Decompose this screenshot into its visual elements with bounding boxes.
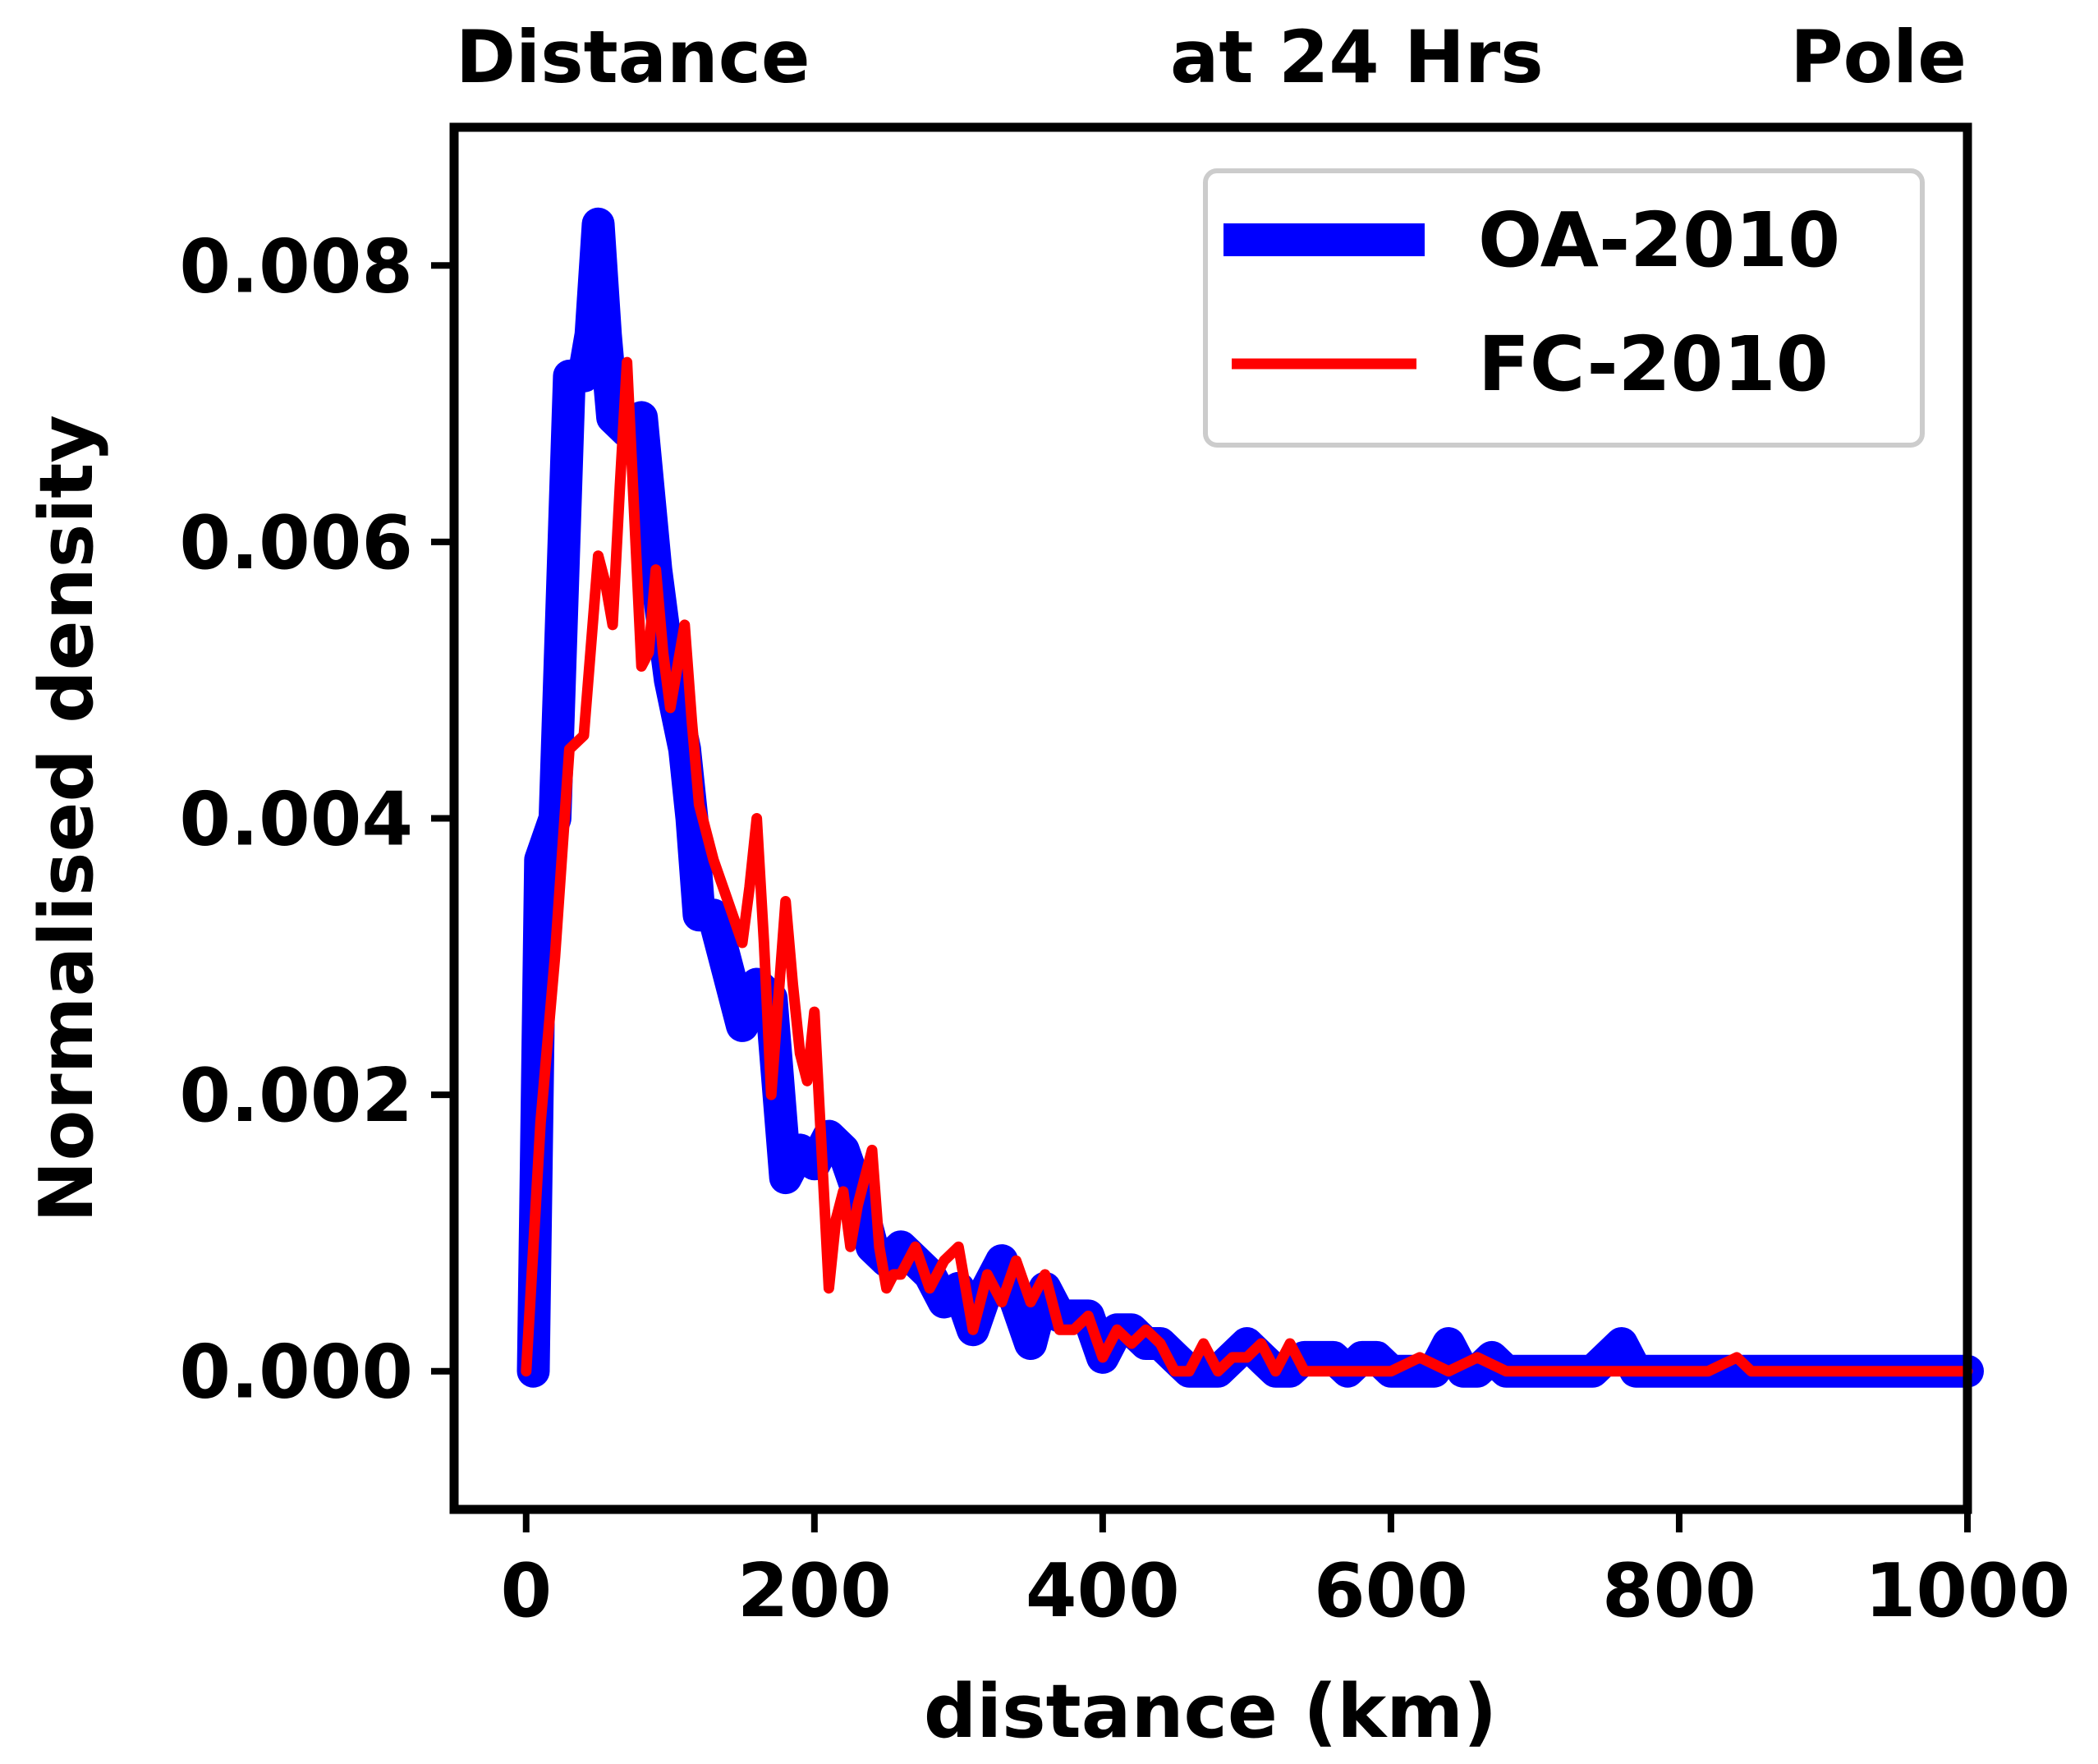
chart-title-left: Distance	[456, 15, 810, 99]
y-tick-label: 0.000	[179, 1330, 413, 1416]
x-tick-label: 600	[1314, 1548, 1468, 1634]
y-axis-ticks: 0.000 0.002 0.004 0.006 0.008	[179, 223, 454, 1416]
legend-label-oa-2010: OA-2010	[1478, 196, 1840, 284]
y-axis-label: Normalised density	[24, 415, 110, 1223]
chart-title: Distance at 24 Hrs Pole	[456, 15, 1967, 99]
x-tick-label: 400	[1026, 1548, 1180, 1634]
y-tick-label: 0.008	[179, 223, 413, 310]
legend: OA-2010 FC-2010	[1203, 168, 1925, 448]
x-tick-label: 200	[737, 1548, 892, 1634]
series-layer	[516, 207, 1984, 1388]
y-tick-label: 0.002	[179, 1053, 413, 1139]
chart-title-right: Pole	[1790, 15, 1967, 99]
x-tick-label: 1000	[1865, 1548, 2071, 1634]
y-tick-label: 0.004	[179, 777, 413, 863]
x-tick-label: 0	[500, 1548, 552, 1634]
x-axis-ticks: 0 200 400 600 800 1000	[500, 1509, 2070, 1634]
chart-title-center: at 24 Hrs	[1170, 15, 1544, 99]
x-tick-label: 800	[1602, 1548, 1756, 1634]
x-axis-label: distance (km)	[924, 1669, 1497, 1755]
y-tick-label: 0.006	[179, 500, 413, 586]
legend-label-fc-2010: FC-2010	[1478, 320, 1829, 408]
series-line-fc-2010	[521, 356, 1973, 1377]
